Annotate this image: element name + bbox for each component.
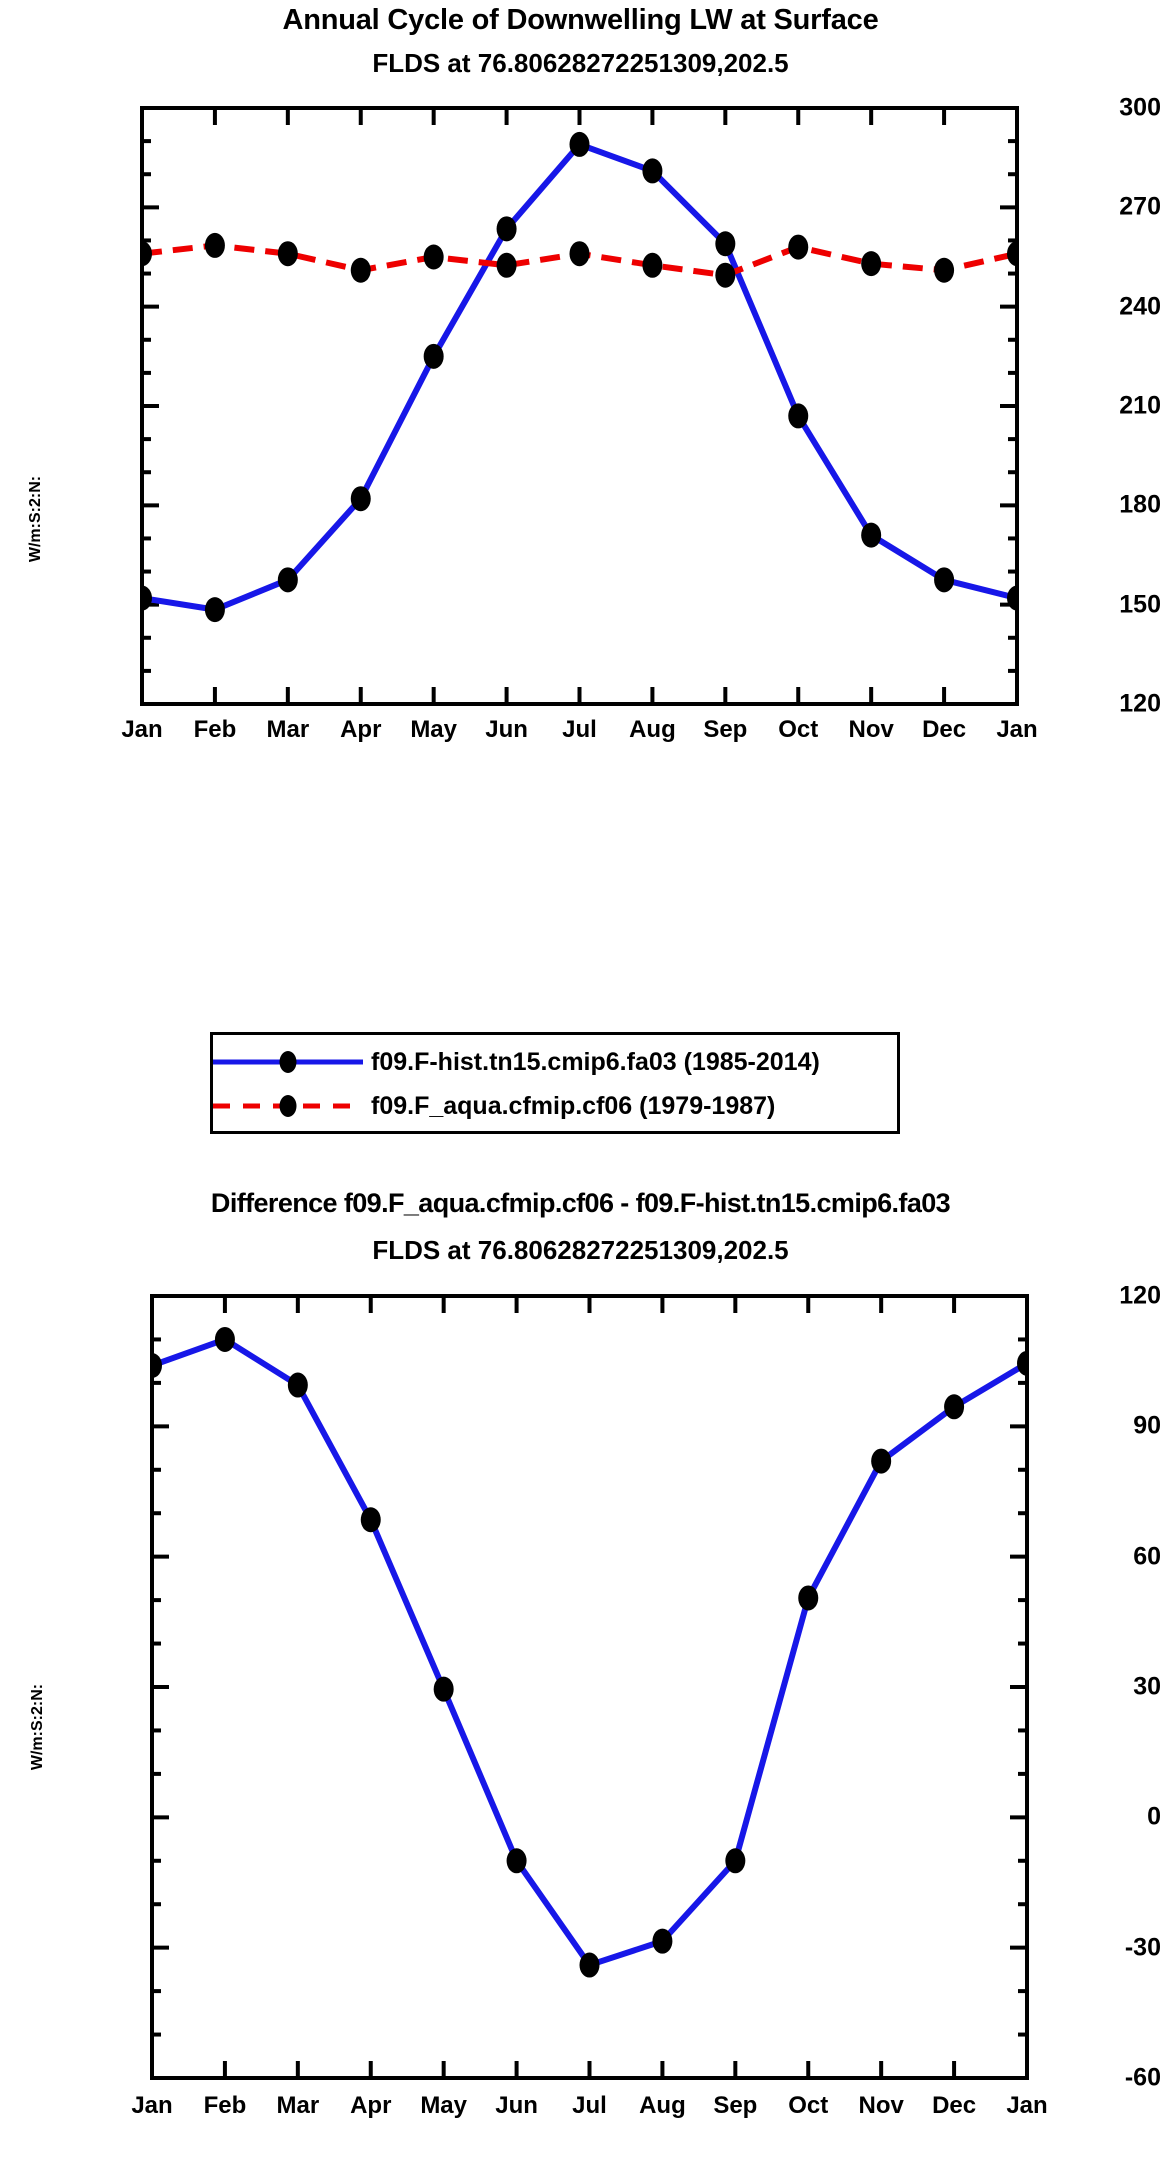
x-tick-label: Apr <box>350 2092 392 2119</box>
x-tick-label: Aug <box>629 716 676 743</box>
y-tick-label: 180 <box>1119 490 1161 519</box>
chart1-legend: f09.F-hist.tn15.cmip6.fa03 (1985-2014) f… <box>210 1032 900 1134</box>
chart2-svg <box>150 1294 1029 2080</box>
legend-marker-icon-1 <box>279 1095 297 1117</box>
x-tick-label: Sep <box>713 2092 758 2119</box>
x-tick-label: Sep <box>703 716 748 743</box>
y-tick-label: 240 <box>1119 292 1161 321</box>
y-tick-label: 90 <box>1133 1411 1161 1440</box>
chart2-plot-area: W/m:S:2:N: -60 -30 0 30 60 90 120 Jan Feb Mar Apr… <box>0 1268 1161 2175</box>
chart1-svg <box>140 106 1019 706</box>
x-tick-label: Mar <box>266 716 310 743</box>
legend-label-0: f09.F-hist.tn15.cmip6.fa03 (1985-2014) <box>371 1047 820 1076</box>
y-tick-label: -30 <box>1124 1933 1161 1962</box>
x-tick-label: May <box>410 716 457 743</box>
y-tick-label: 150 <box>1119 590 1161 619</box>
x-tick-label: Jan <box>131 2092 173 2119</box>
y-tick-label: 60 <box>1133 1542 1161 1571</box>
x-tick-label: Dec <box>922 716 967 743</box>
y-tick-label: 120 <box>1119 1281 1161 1310</box>
x-tick-label: Jun <box>485 716 528 743</box>
chart2-y-axis-label: W/m:S:2:N: <box>29 1683 46 1771</box>
y-tick-label: 30 <box>1133 1672 1161 1701</box>
legend-line-sample-0 <box>213 1049 363 1075</box>
y-tick-label: 270 <box>1119 192 1161 221</box>
x-tick-label: Jul <box>562 716 597 743</box>
x-tick-label: Mar <box>276 2092 320 2119</box>
x-tick-label: Nov <box>848 716 894 743</box>
x-tick-label: Nov <box>858 2092 904 2119</box>
x-tick-label: Dec <box>932 2092 977 2119</box>
chart1-plot-area: W/m:S:2:N: 120 150 180 210 240 270 300 Jan Feb M… <box>0 80 1161 960</box>
x-tick-label: Jan <box>121 716 163 743</box>
chart1-y-axis-label: W/m:S:2:N: <box>27 475 44 563</box>
x-tick-label: Jan <box>1006 2092 1048 2119</box>
y-tick-label: 120 <box>1119 689 1161 718</box>
chart1-title: Annual Cycle of Downwelling LW at Surfac… <box>282 4 879 36</box>
x-tick-label: Jan <box>996 716 1038 743</box>
legend-entry-1: f09.F_aqua.cfmip.cf06 (1979-1987) <box>213 1084 897 1128</box>
x-tick-label: Aug <box>639 2092 686 2119</box>
x-tick-label: Feb <box>193 716 237 743</box>
legend-entry-0: f09.F-hist.tn15.cmip6.fa03 (1985-2014) <box>213 1040 897 1084</box>
chart2-subtitle: FLDS at 76.80628272251309,202.5 <box>372 1235 789 1265</box>
legend-label-1: f09.F_aqua.cfmip.cf06 (1979-1987) <box>371 1091 776 1120</box>
x-tick-label: Oct <box>788 2092 829 2119</box>
x-tick-label: Apr <box>340 716 382 743</box>
legend-marker-icon-0 <box>279 1051 297 1073</box>
x-tick-label: Oct <box>778 716 819 743</box>
y-tick-label: 300 <box>1119 93 1161 122</box>
y-tick-label: 210 <box>1119 391 1161 420</box>
chart2-title: Difference f09.F_aqua.cfmip.cf06 - f09.F… <box>210 1188 951 1218</box>
x-tick-label: Feb <box>203 2092 247 2119</box>
x-tick-label: May <box>420 2092 467 2119</box>
chart1-subtitle: FLDS at 76.80628272251309,202.5 <box>372 48 789 78</box>
x-tick-label: Jun <box>495 2092 538 2119</box>
legend-line-sample-1 <box>213 1093 363 1119</box>
x-tick-label: Jul <box>572 2092 607 2119</box>
y-tick-label: -60 <box>1124 2063 1161 2092</box>
y-tick-label: 0 <box>1147 1802 1161 1831</box>
